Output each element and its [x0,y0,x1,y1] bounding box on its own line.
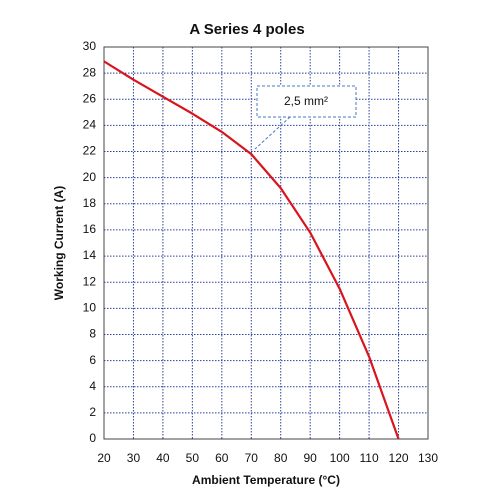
x-tick-label: 20 [97,451,111,465]
x-axis-title: Ambient Temperature (°C) [192,473,340,487]
annotation-box [256,85,357,118]
x-tick-label: 40 [156,451,170,465]
x-tick-label: 80 [274,451,288,465]
y-tick-label: 2 [89,405,96,419]
y-tick-label: 30 [83,39,97,53]
x-tick-label: 90 [304,451,318,465]
chart-title: A Series 4 poles [189,21,304,38]
y-tick-label: 10 [83,301,97,315]
x-tick-label: 50 [186,451,200,465]
x-tick-label: 70 [245,451,259,465]
y-tick-label: 8 [89,327,96,341]
y-tick-label: 4 [89,379,96,393]
x-tick-label: 100 [330,451,350,465]
y-tick-label: 26 [83,91,97,105]
x-tick-label: 60 [215,451,229,465]
x-tick-label: 130 [418,451,438,465]
y-tick-label: 6 [89,353,96,367]
x-tick-label: 30 [127,451,141,465]
x-tick-label: 120 [389,451,409,465]
y-tick-label: 24 [83,118,97,132]
y-tick-label: 28 [83,65,97,79]
y-tick-label: 22 [83,144,97,158]
y-tick-label: 16 [83,222,97,236]
annotation-label: 2,5 mm² [284,94,328,108]
plot-frame [103,46,429,440]
y-axis-title: Working Current (A) [52,186,66,300]
y-tick-label: 14 [83,248,97,262]
series [103,60,400,440]
series-line [103,60,400,440]
y-tick-label: 20 [83,170,97,184]
x-tick-label: 110 [360,451,379,465]
y-tick-label: 0 [89,431,96,445]
annotation-leader [254,116,291,150]
y-tick-label: 12 [83,274,97,288]
y-tick-label: 18 [83,196,97,210]
